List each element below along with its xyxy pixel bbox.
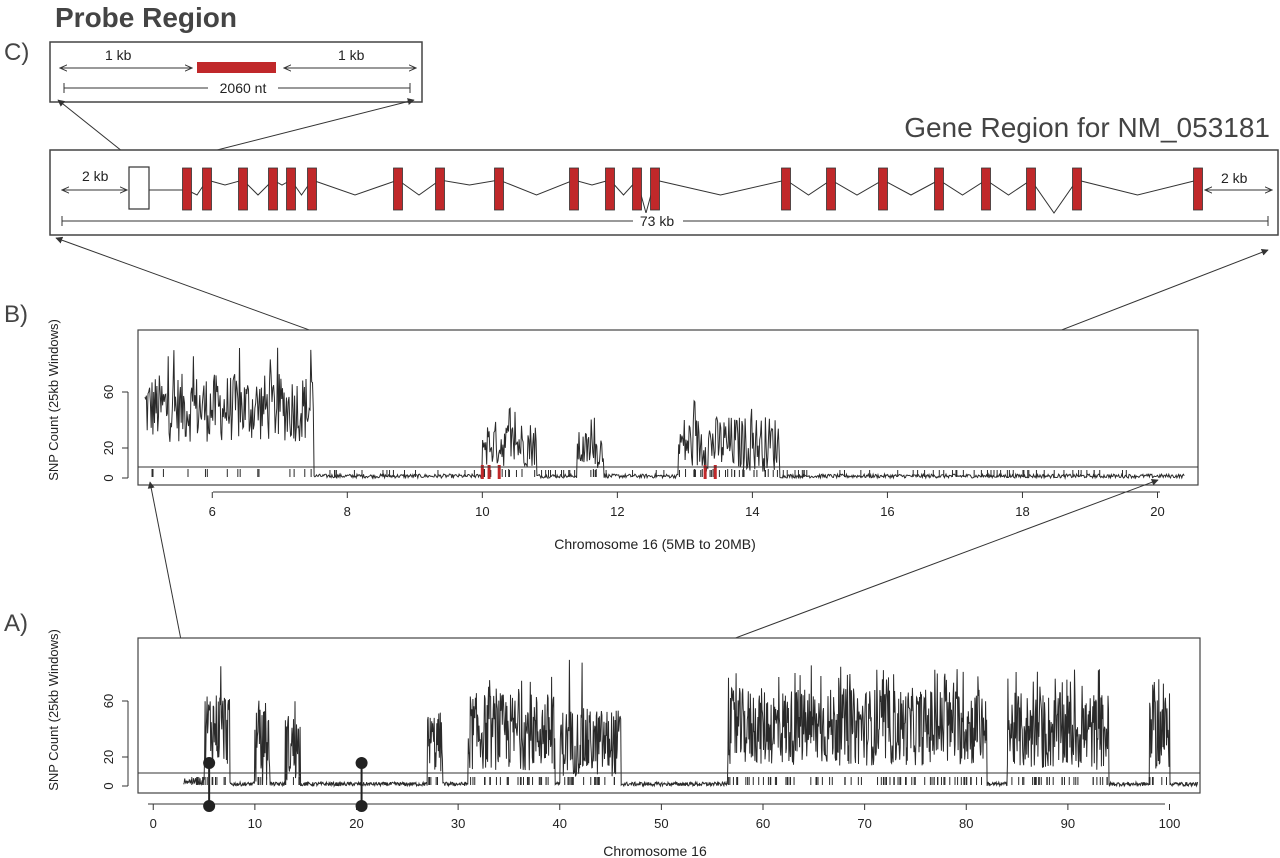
panel-b-xtick-label: 8 bbox=[344, 504, 351, 519]
panel-a-xtick-label: 40 bbox=[553, 816, 567, 831]
panel-a-xtick-label: 10 bbox=[248, 816, 262, 831]
panel-b-letter: B) bbox=[4, 301, 28, 328]
panel-b-plot bbox=[144, 347, 1185, 480]
probe-region-title: Probe Region bbox=[55, 2, 237, 33]
panel-a-xtick-label: 20 bbox=[349, 816, 363, 831]
gene-total-label: 73 kb bbox=[640, 213, 674, 229]
panel-b-xtick-label: 18 bbox=[1015, 504, 1029, 519]
highlight-mark bbox=[703, 465, 707, 479]
panel-a-xlabel: Chromosome 16 bbox=[603, 843, 707, 858]
probe-location-box bbox=[128, 166, 150, 210]
panel-a-xticks: 0 10 20 30 40 50 60 70 80 90 100 bbox=[150, 804, 1181, 831]
panel-b-plot-frame bbox=[137, 329, 1199, 486]
exon bbox=[632, 167, 642, 211]
exon bbox=[981, 167, 991, 211]
left-flank-label: 1 kb bbox=[105, 47, 132, 63]
panel-b-xtick-label: 14 bbox=[745, 504, 759, 519]
probe-bar bbox=[197, 62, 276, 73]
panel-b-xtick-label: 16 bbox=[880, 504, 894, 519]
exon bbox=[238, 167, 248, 211]
panel-c-letter: C) bbox=[4, 39, 29, 66]
exon bbox=[934, 167, 944, 211]
snp-count-series bbox=[144, 347, 1185, 480]
panel-a-xtick-label: 90 bbox=[1061, 816, 1075, 831]
panel-b-xlabel: Chromosome 16 (5MB to 20MB) bbox=[554, 536, 756, 552]
panel-a-plot bbox=[183, 659, 1199, 788]
region-marker-dot bbox=[203, 757, 216, 769]
exon bbox=[1026, 167, 1036, 211]
region-marker-dot bbox=[355, 800, 368, 812]
panel-b-ytick-label: 0 bbox=[101, 474, 116, 481]
panel-a-xtick-label: 0 bbox=[150, 816, 157, 831]
highlight-mark bbox=[713, 465, 717, 479]
panel-b-ytick-label: 20 bbox=[101, 441, 116, 455]
exon bbox=[182, 167, 192, 211]
panel-b-xticks: 6 8 10 12 14 16 18 20 bbox=[209, 492, 1165, 519]
panel-a-xtick-label: 80 bbox=[959, 816, 973, 831]
panel-a-ylabel: SNP Count (25kb Windows) bbox=[46, 629, 61, 791]
exon bbox=[826, 167, 836, 211]
region-marker-dot bbox=[355, 757, 368, 769]
region-marker-dot bbox=[203, 800, 216, 812]
panel-a-xtick-label: 100 bbox=[1159, 816, 1181, 831]
probe-total-label: 2060 nt bbox=[220, 80, 267, 96]
highlight-mark bbox=[487, 465, 491, 479]
exon bbox=[1193, 167, 1203, 211]
panel-a-xtick-label: 30 bbox=[451, 816, 465, 831]
gene-right-flank-label: 2 kb bbox=[1221, 170, 1248, 186]
panel-a-markers bbox=[203, 757, 368, 812]
panel-b-axes: 0 20 60 bbox=[101, 385, 1160, 493]
panel-a-ytick-label: 60 bbox=[101, 694, 116, 708]
panel-b-xtick-label: 12 bbox=[610, 504, 624, 519]
panel-a-ytick-label: 0 bbox=[101, 782, 116, 789]
exon bbox=[878, 167, 888, 211]
exon bbox=[307, 167, 317, 211]
panel-a-axes: 0 20 60 bbox=[101, 694, 1165, 805]
gene-total-label-bg bbox=[633, 213, 683, 229]
exon bbox=[268, 167, 278, 211]
panel-b-xtick-label: 10 bbox=[475, 504, 489, 519]
exon bbox=[435, 167, 445, 211]
panel-a-ytick-label: 20 bbox=[101, 750, 116, 764]
exon bbox=[569, 167, 579, 211]
right-flank-label: 1 kb bbox=[338, 47, 365, 63]
panel-a-xtick-label: 50 bbox=[654, 816, 668, 831]
exon bbox=[781, 167, 791, 211]
panel-b-ylabel: SNP Count (25kb Windows) bbox=[46, 319, 61, 481]
panel-b-xtick-label: 6 bbox=[209, 504, 216, 519]
exon bbox=[1072, 167, 1082, 211]
exon bbox=[202, 167, 212, 211]
panel-a-plot-frame bbox=[137, 637, 1201, 794]
probe-total-label-bg bbox=[208, 80, 278, 96]
highlight-mark bbox=[497, 465, 501, 479]
gene-model bbox=[149, 167, 1203, 215]
panel-b-ytick-label: 60 bbox=[101, 385, 116, 399]
gene-left-flank-label: 2 kb bbox=[82, 168, 109, 184]
exon bbox=[650, 167, 660, 211]
exon bbox=[286, 167, 296, 211]
exon bbox=[494, 167, 504, 211]
panel-a-letter: A) bbox=[4, 610, 28, 637]
snp-count-series bbox=[183, 659, 1199, 788]
panel-a-xtick-label: 70 bbox=[857, 816, 871, 831]
panel-a-xtick-label: 60 bbox=[756, 816, 770, 831]
gene-region-title: Gene Region for NM_053181 bbox=[904, 112, 1270, 143]
highlight-mark bbox=[480, 465, 484, 479]
exon bbox=[393, 167, 403, 211]
exon bbox=[605, 167, 615, 211]
panel-b-xtick-label: 20 bbox=[1150, 504, 1164, 519]
